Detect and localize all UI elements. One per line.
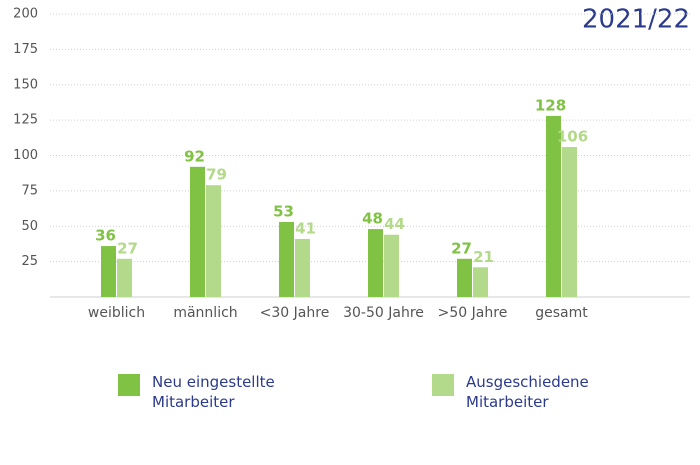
bar <box>101 246 116 297</box>
bar <box>562 147 577 297</box>
bar <box>368 229 383 297</box>
value-label: 36 <box>95 227 116 245</box>
legend-swatch <box>432 374 454 396</box>
y-tick-label: 50 <box>21 219 38 234</box>
x-tick-label: >50 Jahre <box>438 305 508 321</box>
value-label: 27 <box>117 239 138 257</box>
bar <box>295 238 310 297</box>
x-tick-label: 30-50 Jahre <box>343 305 424 321</box>
y-tick-label: 200 <box>13 7 38 22</box>
chart-title: 2021/22 <box>582 5 690 35</box>
bar <box>117 258 132 297</box>
x-tick-label: <30 Jahre <box>260 305 330 321</box>
bar <box>206 185 221 297</box>
value-label: 44 <box>384 215 405 233</box>
legend-label: Neu eingestellte Mitarbeiter <box>152 373 275 411</box>
value-label: 106 <box>557 128 588 146</box>
x-tick-label: weiblich <box>88 305 145 321</box>
value-label: 128 <box>535 96 566 114</box>
value-label: 48 <box>362 210 383 228</box>
y-tick-label: 25 <box>21 254 38 269</box>
value-label: 79 <box>206 166 227 184</box>
y-tick-label: 100 <box>13 148 38 163</box>
bar <box>546 115 561 297</box>
value-label: 53 <box>273 203 294 221</box>
value-label: 27 <box>451 239 472 257</box>
bar <box>457 258 472 297</box>
x-tick-label: gesamt <box>535 305 588 321</box>
bar <box>473 267 488 297</box>
legend-swatch <box>118 374 140 396</box>
x-tick-label: männlich <box>173 305 237 321</box>
legend-label: Ausgeschiedene Mitarbeiter <box>466 373 589 411</box>
legend-item: Neu eingestellte Mitarbeiter <box>118 372 282 412</box>
legend-item: Ausgeschiedene Mitarbeiter <box>432 372 596 412</box>
y-tick-label: 75 <box>21 183 38 198</box>
value-label: 92 <box>184 147 205 165</box>
value-label: 21 <box>473 248 494 266</box>
y-tick-label: 150 <box>13 77 38 92</box>
bar <box>190 166 205 297</box>
value-label: 41 <box>295 219 316 237</box>
y-tick-label: 125 <box>13 113 38 128</box>
bar <box>279 222 294 297</box>
y-tick-label: 175 <box>13 42 38 57</box>
bar <box>384 234 399 297</box>
